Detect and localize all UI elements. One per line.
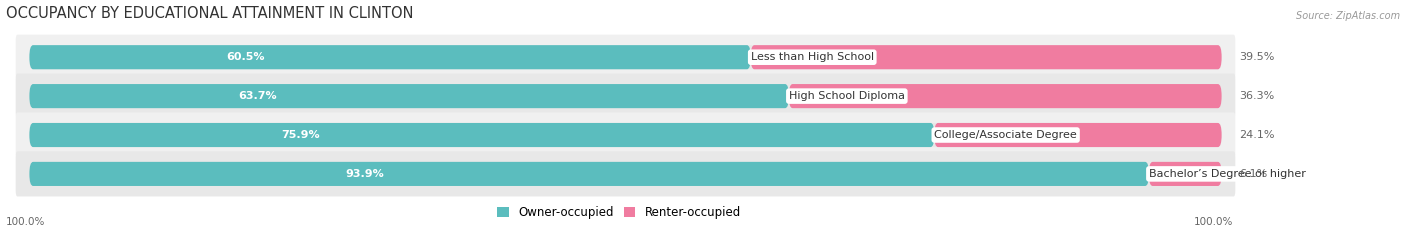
FancyBboxPatch shape xyxy=(30,123,1222,147)
Text: 93.9%: 93.9% xyxy=(346,169,385,179)
FancyBboxPatch shape xyxy=(15,35,1236,80)
Text: Source: ZipAtlas.com: Source: ZipAtlas.com xyxy=(1296,10,1400,21)
FancyBboxPatch shape xyxy=(30,45,1222,69)
Text: Bachelor’s Degree or higher: Bachelor’s Degree or higher xyxy=(1149,169,1306,179)
FancyBboxPatch shape xyxy=(15,151,1236,196)
Text: 39.5%: 39.5% xyxy=(1240,52,1275,62)
Text: 100.0%: 100.0% xyxy=(6,217,45,227)
FancyBboxPatch shape xyxy=(935,123,1222,147)
FancyBboxPatch shape xyxy=(789,84,1222,108)
Text: 6.1%: 6.1% xyxy=(1240,169,1268,179)
Text: High School Diploma: High School Diploma xyxy=(789,91,905,101)
FancyBboxPatch shape xyxy=(30,84,1222,108)
FancyBboxPatch shape xyxy=(15,113,1236,158)
Text: OCCUPANCY BY EDUCATIONAL ATTAINMENT IN CLINTON: OCCUPANCY BY EDUCATIONAL ATTAINMENT IN C… xyxy=(6,6,413,21)
FancyBboxPatch shape xyxy=(751,45,1222,69)
FancyBboxPatch shape xyxy=(15,74,1236,119)
Text: 100.0%: 100.0% xyxy=(1194,217,1233,227)
FancyBboxPatch shape xyxy=(30,123,935,147)
FancyBboxPatch shape xyxy=(1149,162,1222,186)
FancyBboxPatch shape xyxy=(30,162,1222,186)
Text: Less than High School: Less than High School xyxy=(751,52,873,62)
Text: 36.3%: 36.3% xyxy=(1240,91,1275,101)
FancyBboxPatch shape xyxy=(30,84,789,108)
FancyBboxPatch shape xyxy=(30,162,1149,186)
Text: 63.7%: 63.7% xyxy=(238,91,277,101)
FancyBboxPatch shape xyxy=(30,45,751,69)
Text: 24.1%: 24.1% xyxy=(1240,130,1275,140)
Text: 60.5%: 60.5% xyxy=(226,52,266,62)
Legend: Owner-occupied, Renter-occupied: Owner-occupied, Renter-occupied xyxy=(492,202,745,224)
Text: College/Associate Degree: College/Associate Degree xyxy=(935,130,1077,140)
Text: 75.9%: 75.9% xyxy=(281,130,321,140)
